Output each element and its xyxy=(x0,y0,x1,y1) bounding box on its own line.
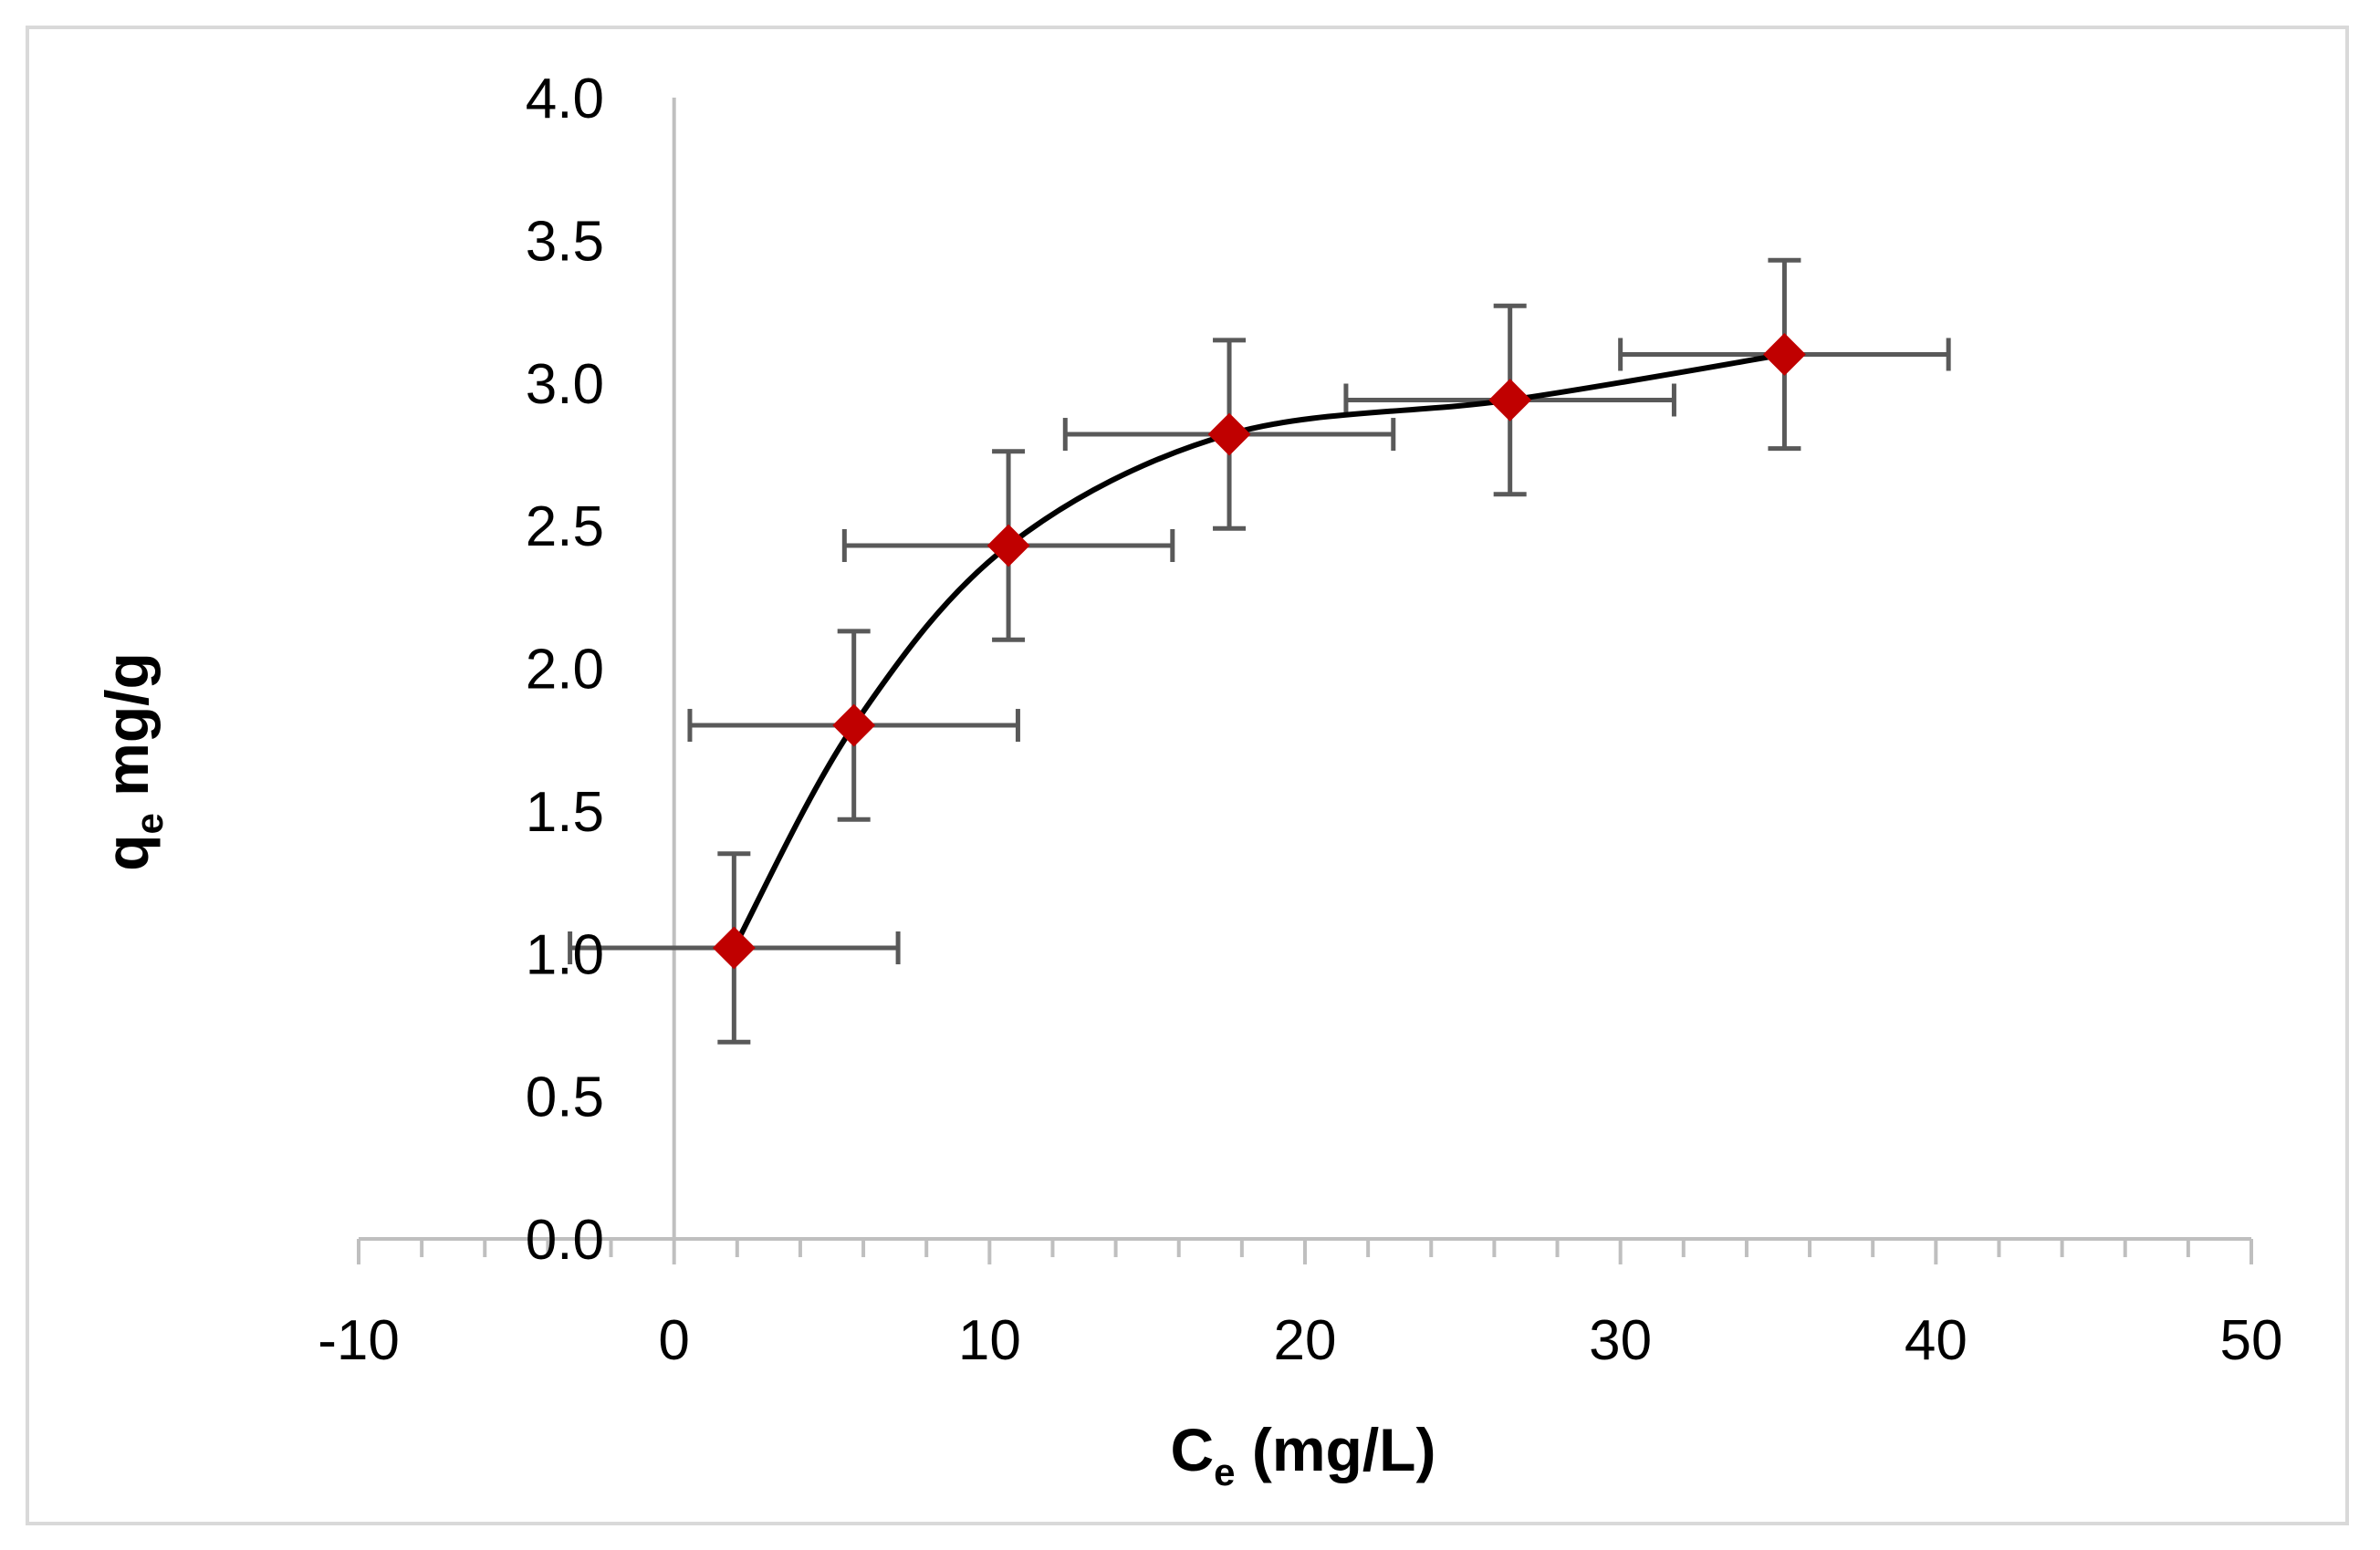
y-tick-label: 1.0 xyxy=(526,923,604,986)
x-tick-label: 30 xyxy=(1589,1309,1652,1372)
axes xyxy=(357,98,2253,1264)
data-point xyxy=(712,926,756,970)
x-tick-label: 20 xyxy=(1274,1309,1337,1372)
y-tick-label: 0.0 xyxy=(526,1209,604,1272)
x-tick-label: 40 xyxy=(1905,1309,1968,1372)
y-axis-title: qe mg/g xyxy=(93,652,171,871)
y-tick-label: 2.0 xyxy=(526,639,604,702)
x-tick-label: 0 xyxy=(658,1309,689,1372)
y-tick-label: 2.5 xyxy=(526,495,604,558)
data-point xyxy=(1207,412,1251,456)
data-point xyxy=(1762,333,1806,376)
data-point xyxy=(986,524,1030,567)
data-markers xyxy=(712,333,1806,970)
error-bars xyxy=(568,257,1951,1045)
y-tick-label: 3.5 xyxy=(526,210,604,273)
y-tick-label: 4.0 xyxy=(526,68,604,130)
y-tick-label: 1.5 xyxy=(526,781,604,844)
chart-frame xyxy=(26,26,2349,1525)
series-line xyxy=(731,351,1785,950)
tick-labels: -10 0 10 20 30 40 50 0.0 0.5 1.0 1.5 2.0 2.5 3.0 3.5 4.… xyxy=(318,68,2282,1372)
y-tick-label: 3.0 xyxy=(526,353,604,416)
x-tick-label: -10 xyxy=(318,1309,400,1372)
x-tick-label: 10 xyxy=(958,1309,1021,1372)
x-tick-label: 50 xyxy=(2220,1309,2283,1372)
y-tick-label: 0.5 xyxy=(526,1066,604,1129)
data-point xyxy=(1488,379,1532,421)
fit-curve xyxy=(731,351,1785,950)
x-axis-title: Ce (mg/L) xyxy=(1171,1416,1436,1493)
data-point xyxy=(832,703,876,747)
